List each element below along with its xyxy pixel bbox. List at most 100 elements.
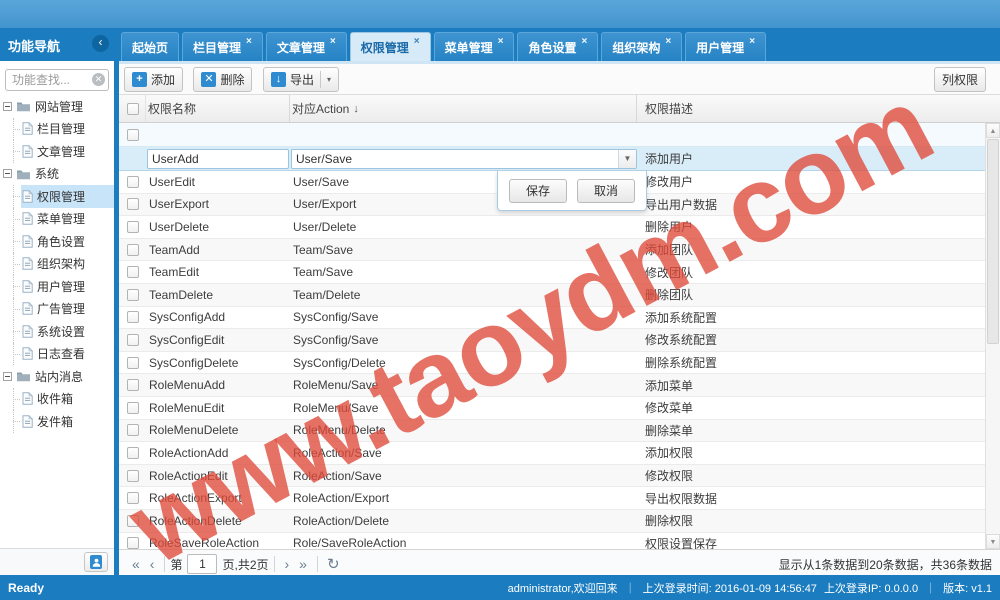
export-split-button[interactable]: ↓ 导出 ▾ [262,67,339,92]
row-checkbox[interactable] [126,198,139,211]
table-row[interactable]: RoleActionExport RoleAction/Export 导出权限数据 [119,487,985,510]
cell-action: SysConfig/Delete [293,355,386,370]
row-checkbox[interactable] [126,266,139,279]
vertical-scrollbar[interactable]: ▲ ▼ [985,123,1000,549]
table-row[interactable]: TeamAdd Team/Save 添加团队 [119,238,985,262]
tree-item[interactable]: 权限管理 [0,185,114,208]
table-row[interactable]: RoleMenuEdit RoleMenu/Save 修改菜单 [119,397,985,420]
scroll-up-icon[interactable]: ▲ [986,123,1000,138]
tree-item[interactable]: 菜单管理 [0,207,114,231]
cell-permission-name: TeamDelete [149,287,214,302]
tree-item[interactable]: 角色设置 [0,230,114,253]
tree-item[interactable]: 收件箱 [0,387,114,411]
column-header-name[interactable]: 权限名称 [146,95,290,122]
collapse-node-icon[interactable] [3,169,12,179]
table-row[interactable]: RoleMenuAdd RoleMenu/Save 添加菜单 [119,374,985,397]
user-button[interactable] [84,552,108,572]
table-row[interactable]: RoleActionEdit RoleAction/Save 修改权限 [119,464,985,488]
table-row[interactable]: RoleActionAdd RoleAction/Save 添加权限 [119,442,985,465]
prev-page-button[interactable]: ‹ [149,556,155,572]
tree-folder-item[interactable]: 站内消息 [0,365,114,388]
row-checkbox[interactable] [126,379,139,392]
tree-item[interactable]: 日志查看 [0,342,114,366]
collapse-sidebar-button[interactable]: ‹ [92,35,109,52]
last-page-button[interactable]: » [299,556,307,572]
row-checkbox[interactable] [126,492,139,505]
table-row[interactable]: RoleMenuDelete RoleMenu/Delete 删除菜单 [119,419,985,443]
collapse-node-icon[interactable] [3,371,12,381]
page-number-input[interactable] [187,554,218,574]
row-checkbox[interactable] [126,424,139,437]
column-header-desc[interactable]: 权限描述 [637,95,985,122]
tab[interactable]: 起始页 [121,32,180,61]
row-checkbox[interactable] [126,175,139,188]
table-row[interactable]: RoleSaveRoleAction Role/SaveRoleAction 权限设… [119,533,985,549]
close-icon[interactable]: × [665,35,672,47]
tree-item[interactable]: 文章管理 [0,140,114,163]
row-checkbox[interactable] [126,401,139,414]
save-button[interactable]: 保存 [509,178,567,203]
row-checkbox[interactable] [126,288,139,301]
row-checkbox[interactable] [126,469,139,482]
close-icon[interactable]: × [413,35,420,47]
tree-item[interactable]: 系统设置 [0,320,114,343]
tab-label: 起始页 [132,40,169,55]
grid-header: 权限名称 对应Action ↓ 权限描述 [119,95,1000,123]
table-row[interactable]: SysConfigEdit SysConfig/Save 修改系统配置 [119,329,985,352]
tree-item[interactable]: 发件箱 [0,410,114,433]
tab[interactable]: 文章管理 × [265,32,347,61]
tab[interactable]: 角色设置 × [517,32,599,61]
row-checkbox[interactable] [126,243,139,256]
add-button[interactable]: + 添加 [124,67,184,92]
select-all-checkbox[interactable] [127,102,139,115]
close-icon[interactable]: × [497,35,504,47]
scroll-down-icon[interactable]: ▼ [986,534,1000,549]
tab[interactable]: 用户管理 × [685,32,767,61]
row-checkbox[interactable] [126,333,139,346]
tree-item-label: 组织架构 [37,257,86,272]
delete-button[interactable]: ✕ 删除 [193,67,253,92]
tree-folder-item[interactable]: 系统 [0,163,114,186]
next-page-button[interactable]: › [284,556,290,572]
row-checkbox[interactable] [126,220,139,233]
column-header-action[interactable]: 对应Action ↓ [290,95,637,122]
close-icon[interactable]: × [581,35,588,47]
table-row[interactable]: TeamDelete Team/Delete 删除团队 [119,283,985,307]
permission-name-input[interactable] [147,148,289,169]
tree-item-label: 站内消息 [35,369,84,384]
row-checkbox[interactable] [126,514,139,527]
row-checkbox[interactable] [126,128,139,141]
table-row[interactable]: RoleActionDelete RoleAction/Delete 删除权限 [119,509,985,533]
collapse-node-icon[interactable] [3,101,12,111]
search-input[interactable] [5,69,109,91]
row-checkbox[interactable] [126,537,139,549]
table-row[interactable]: SysConfigDelete SysConfig/Delete 删除系统配置 [119,352,985,375]
tab[interactable]: 组织架构 × [601,32,683,61]
column-permission-button[interactable]: 列权限 [933,67,986,92]
close-icon[interactable]: × [246,35,252,47]
action-combo[interactable]: User/Save ▼ [291,148,637,169]
tab[interactable]: 栏目管理 × [182,32,263,61]
close-icon[interactable]: × [329,35,336,47]
tree-item[interactable]: 栏目管理 [0,117,114,141]
close-icon[interactable]: × [749,35,756,47]
row-checkbox[interactable] [126,311,139,324]
first-page-button[interactable]: « [132,556,140,572]
tree-item[interactable]: 广告管理 [0,297,114,321]
tab[interactable]: 权限管理 × [349,32,431,61]
refresh-icon[interactable]: ↻ [326,556,340,573]
tree-item[interactable]: 用户管理 [0,275,114,298]
scrollbar-thumb[interactable] [987,139,999,344]
row-checkbox[interactable] [126,446,139,459]
table-row[interactable]: UserDelete User/Delete 删除用户 [119,216,985,239]
tree-item-content: 收件箱 [21,388,114,411]
new-row[interactable] [119,123,985,147]
table-row[interactable]: TeamEdit Team/Save 修改团队 [119,261,985,284]
tree-item[interactable]: 组织架构 [0,252,114,276]
tree-folder-item[interactable]: 网站管理 [0,95,114,118]
row-checkbox[interactable] [126,356,139,369]
table-row[interactable]: SysConfigAdd SysConfig/Save 添加系统配置 [119,307,985,330]
tab[interactable]: 菜单管理 × [433,32,515,61]
cancel-button[interactable]: 取消 [577,178,635,203]
clear-search-icon[interactable]: ✕ [92,73,105,86]
